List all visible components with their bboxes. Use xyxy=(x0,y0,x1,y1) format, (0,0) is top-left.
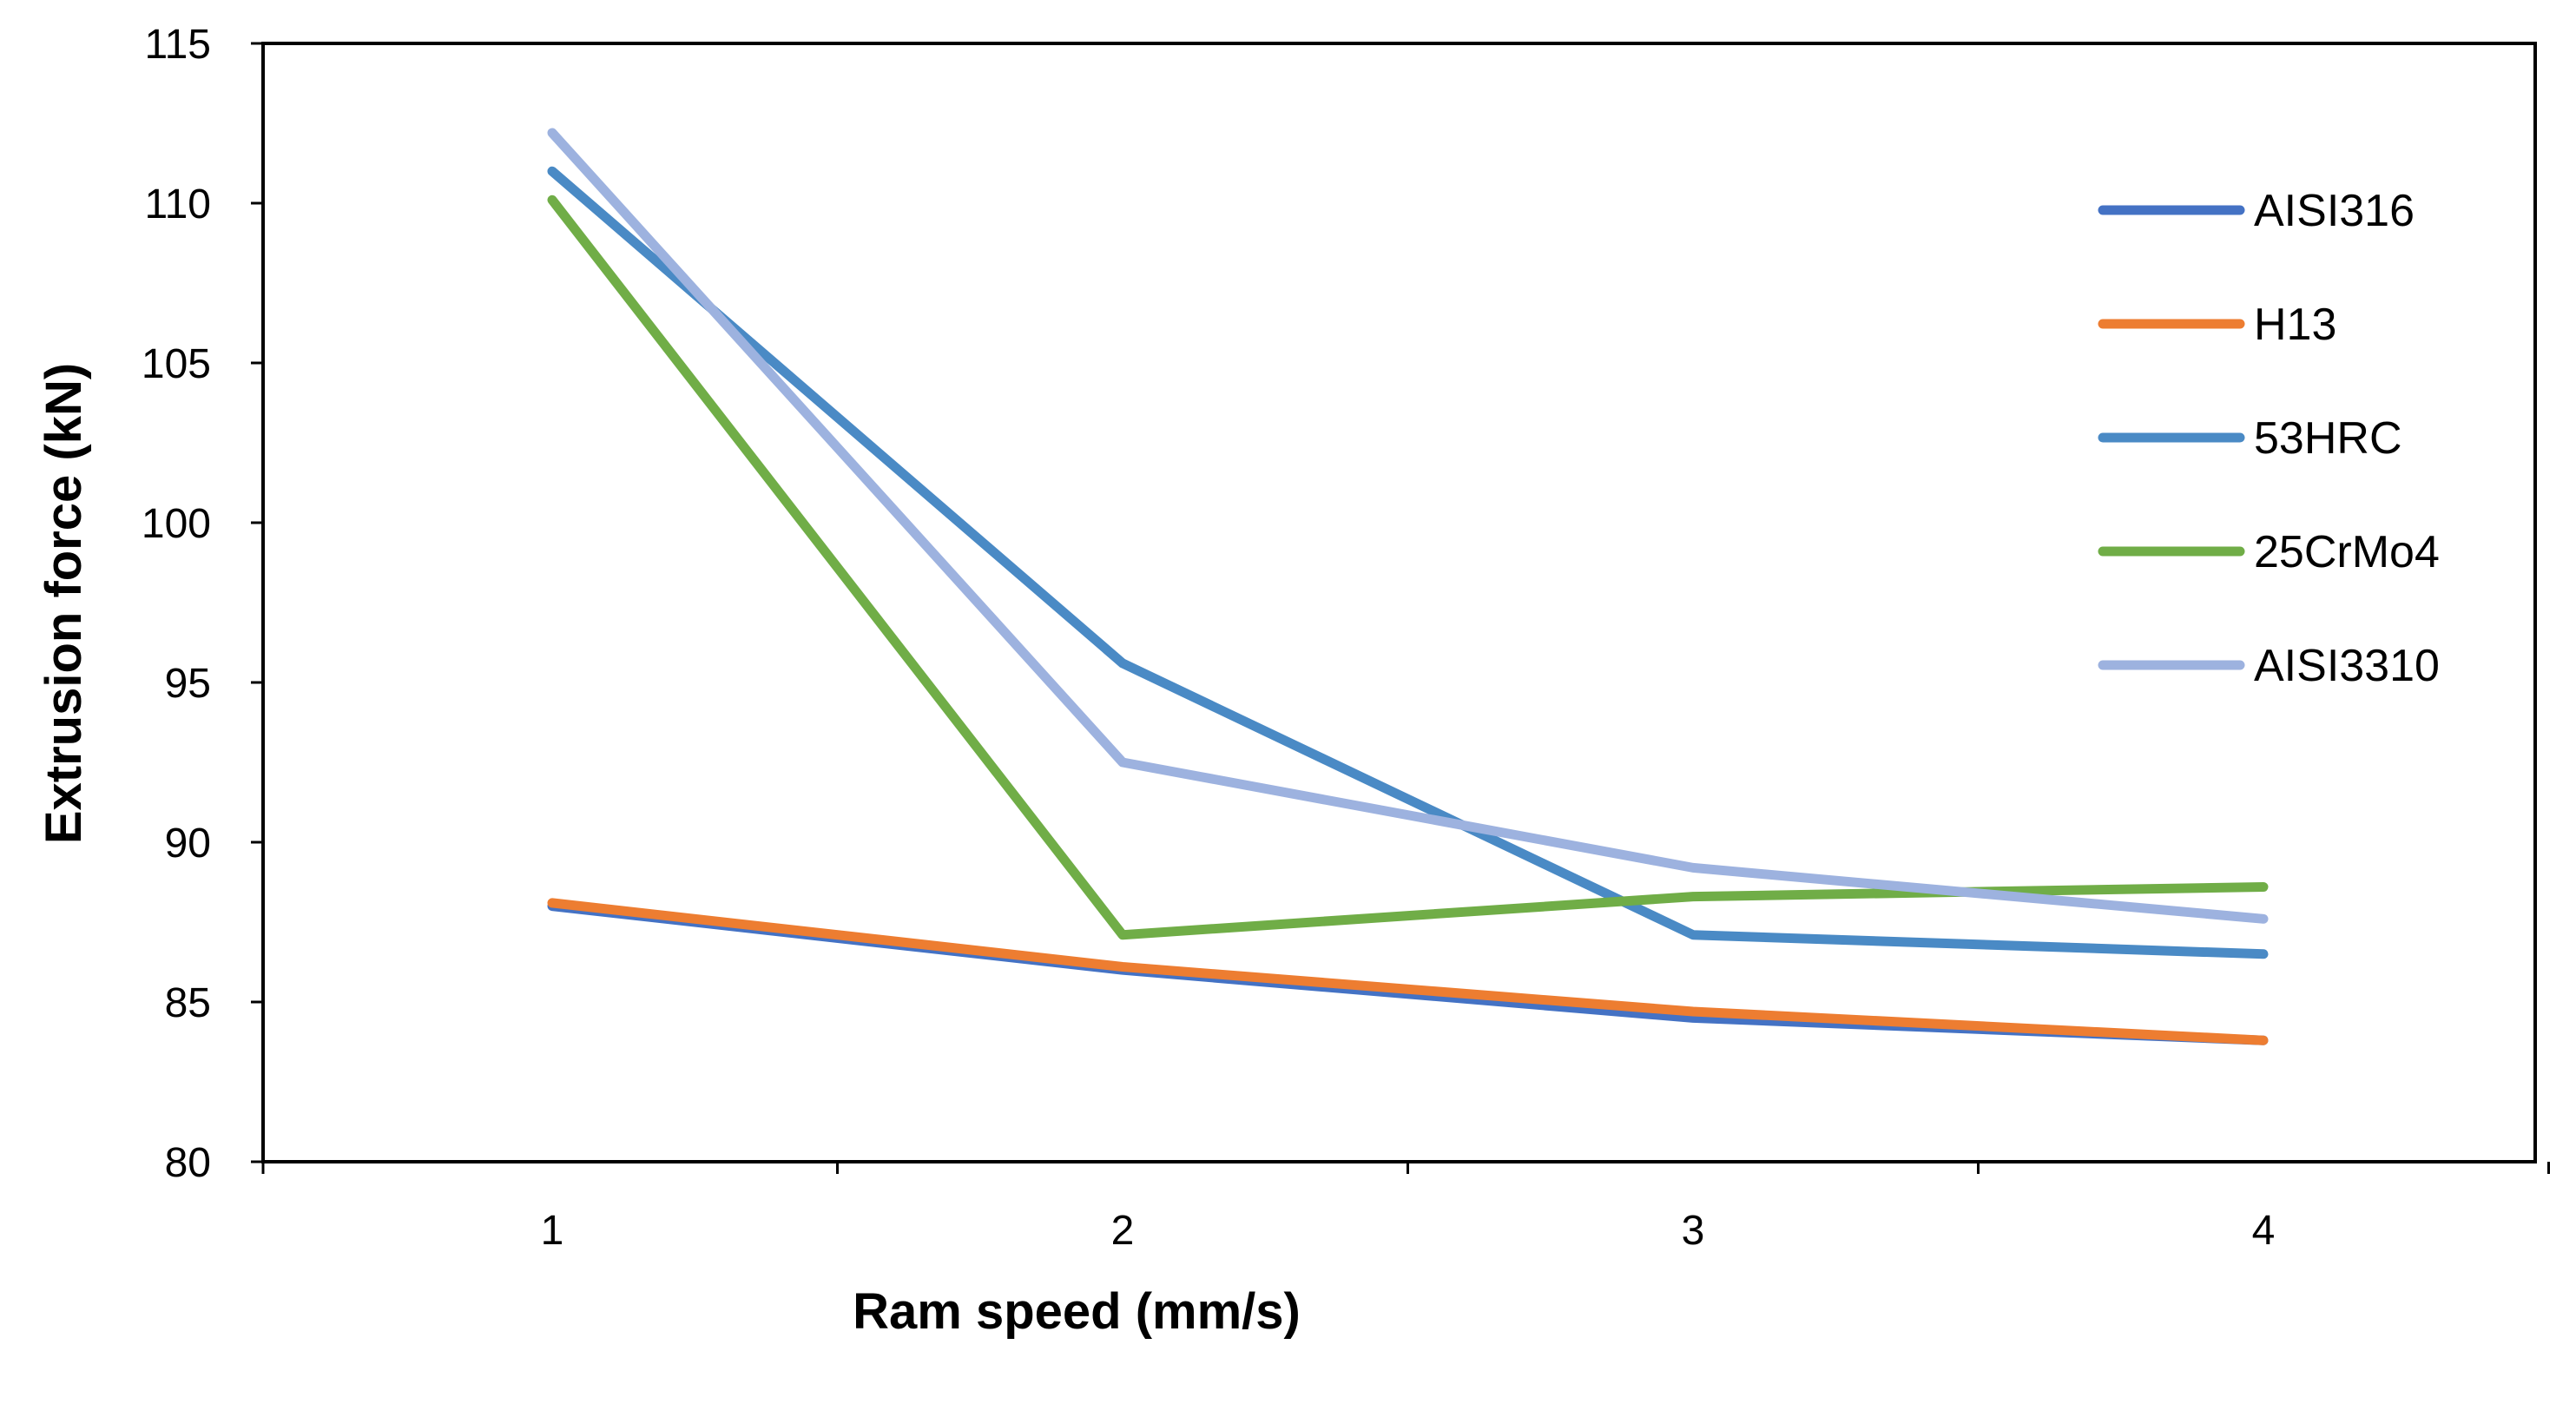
y-tick-label: 80 xyxy=(165,1140,211,1186)
x-tick-label: 2 xyxy=(1111,1208,1135,1254)
y-axis: 80 85 90 95 100 105 110 115 xyxy=(142,22,263,1186)
y-tick-label: 105 xyxy=(142,341,211,387)
legend-label-25crmo4: 25CrMo4 xyxy=(2254,527,2440,577)
series-lines xyxy=(547,128,2269,1045)
legend-label-aisi3310: AISI3310 xyxy=(2254,641,2440,691)
y-tick-label: 90 xyxy=(165,821,211,867)
x-axis: 1 2 3 4 xyxy=(261,1162,2550,1254)
legend-label-h13: H13 xyxy=(2254,300,2336,350)
y-tick-label: 85 xyxy=(165,980,211,1026)
y-tick-label: 95 xyxy=(165,661,211,707)
x-axis-title: Ram speed (mm/s) xyxy=(853,1283,1301,1340)
x-tick-label: 3 xyxy=(1682,1208,1705,1254)
x-tick-label: 4 xyxy=(2252,1208,2276,1254)
series-line-h13 xyxy=(547,898,2269,1045)
y-tick-label: 115 xyxy=(144,22,211,68)
legend: AISI316 H13 53HRC 25CrMo4 AISI3310 xyxy=(2098,186,2440,691)
y-tick-label: 100 xyxy=(142,501,211,547)
legend-label-53hrc: 53HRC xyxy=(2254,413,2402,464)
y-axis-title: Extrusion force (kN) xyxy=(36,363,92,844)
series-line-aisi3310 xyxy=(547,128,2269,924)
x-tick-label: 1 xyxy=(541,1208,564,1254)
legend-label-aisi316: AISI316 xyxy=(2254,186,2415,236)
series-line-53hrc xyxy=(547,166,2269,959)
y-tick-label: 110 xyxy=(144,181,211,227)
